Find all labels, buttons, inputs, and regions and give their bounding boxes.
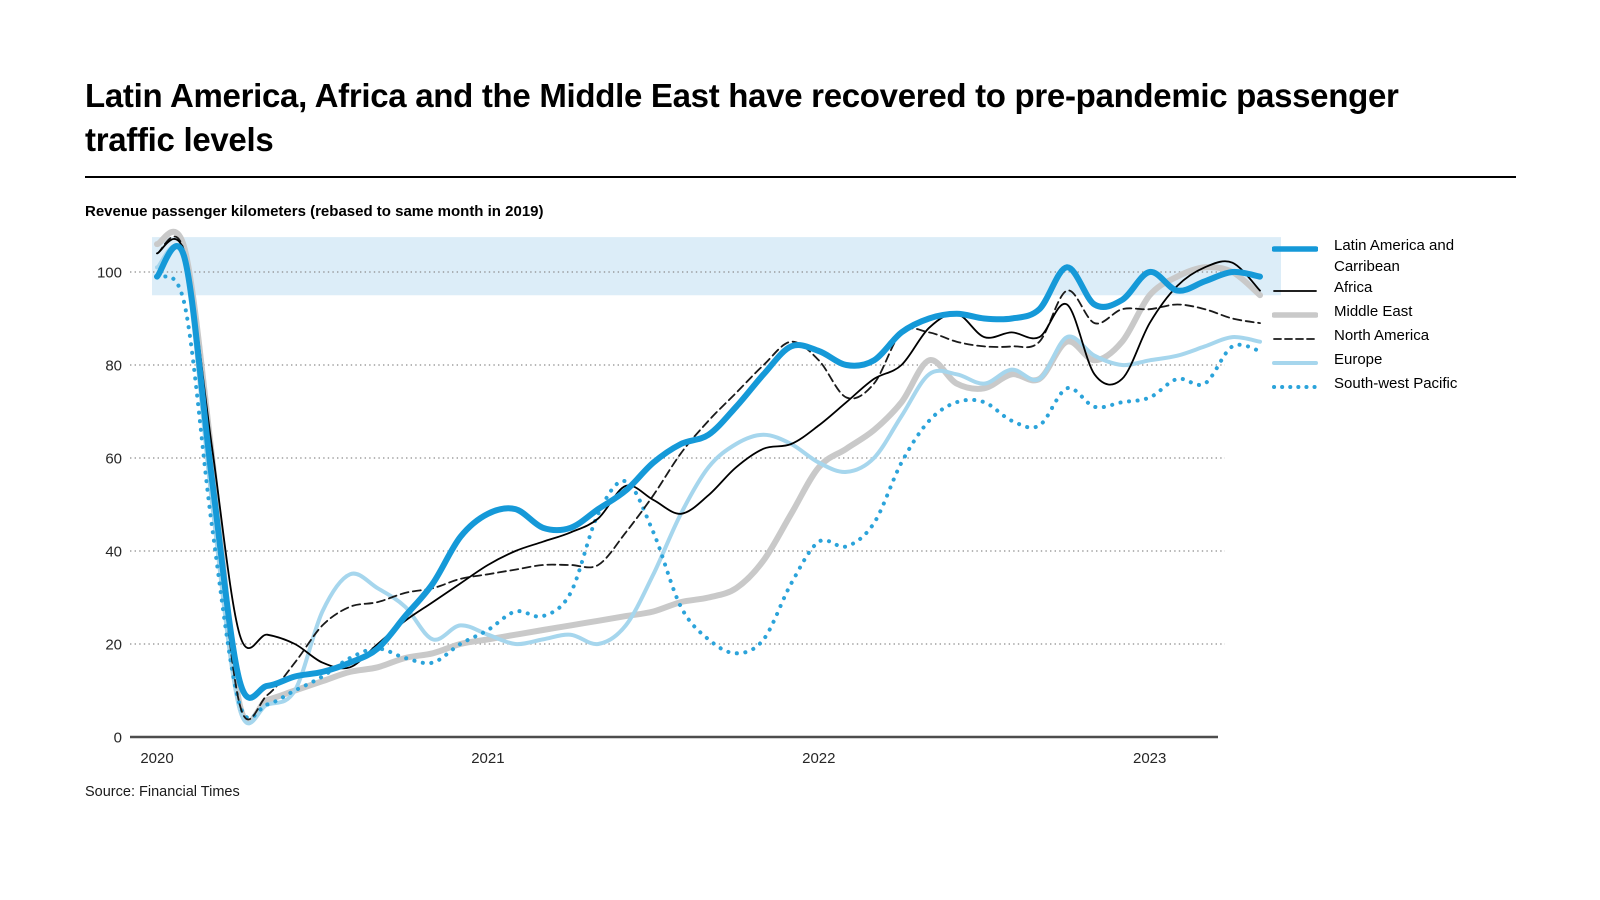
x-tick-label: 2021 [471,750,504,767]
y-tick-label: 80 [105,358,122,375]
page-title: Latin America, Africa and the Middle Eas… [85,77,1399,158]
legend-item: South-west Pacific [1272,374,1522,397]
x-tick-label: 2022 [802,750,835,767]
legend-item: Middle East [1271,302,1522,325]
y-tick-label: 100 [97,265,122,282]
legend-swatch-line [1271,302,1320,325]
legend-label: Europe [1334,351,1383,368]
legend-label: North America [1334,327,1430,344]
y-tick-label: 40 [105,544,122,561]
series-latin-america-and-carribean [154,243,1263,701]
series-north-america [156,235,1261,721]
x-tick-label: 2023 [1133,750,1166,767]
legend-swatch-line [1272,326,1320,349]
legend-item: Africa [1272,278,1522,301]
y-tick-label: 0 [114,730,122,747]
legend-label: South-west Pacific [1334,375,1458,392]
legend-label: Africa [1334,279,1373,296]
y-tick-label: 60 [105,451,122,468]
legend-swatch-line [1271,236,1320,259]
series-south-west-pacific [155,274,1262,721]
chart-subtitle: Revenue passenger kilometers (rebased to… [85,203,544,220]
legend-item: Latin America and Carribean [1271,236,1522,277]
series-europe [155,244,1262,726]
x-tick-label: 2020 [140,750,173,767]
chart-legend: Latin America and Carribean Africa Middle … [1271,236,1522,398]
source-note: Source: Financial Times [85,784,240,800]
y-tick-label: 20 [105,637,122,654]
legend-item: Europe [1272,350,1522,373]
title-divider [85,176,1516,178]
legend-label: Middle East [1334,303,1413,320]
legend-label: Latin America and Carribean [1334,237,1455,275]
legend-swatch-line [1272,278,1320,301]
legend-swatch-line [1272,350,1320,373]
legend-swatch-line [1272,374,1320,397]
legend-item: North America [1272,326,1522,349]
series-africa [156,238,1261,670]
highlight-band [152,237,1281,296]
